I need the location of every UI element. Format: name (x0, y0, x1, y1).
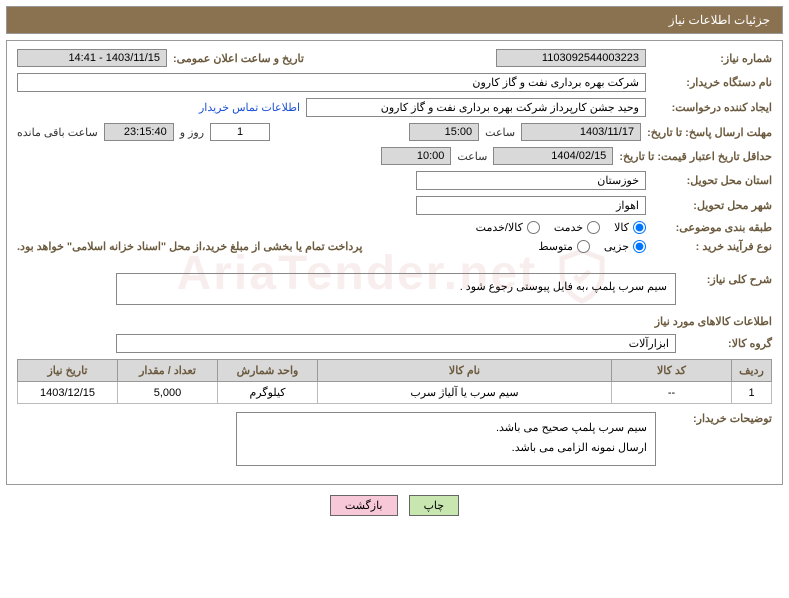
field-buyer-notes: سیم سرب پلمپ صحیح می باشد. ارسال نمونه ا… (236, 412, 656, 466)
label-province: استان محل تحویل: (652, 174, 772, 187)
radio-input[interactable] (633, 221, 646, 234)
field-announce-dt: 1403/11/15 - 14:41 (17, 49, 167, 67)
category-radio-group: کالا خدمت کالا/خدمت (476, 221, 646, 234)
field-validity-time: 10:00 (381, 147, 451, 165)
radio-option[interactable]: کالا (614, 221, 646, 234)
field-requester: وحید جشن کارپرداز شرکت بهره برداری نفت و… (306, 98, 646, 117)
label-remaining: ساعت باقی مانده (17, 126, 98, 139)
field-city: اهواز (416, 196, 646, 215)
table-cell: کیلوگرم (218, 382, 318, 404)
label-buyer-org: نام دستگاه خریدار: (652, 76, 772, 89)
table-row: 1--سیم سرب یا آلیاژ سربکیلوگرم5,0001403/… (18, 382, 772, 404)
label-day-and: روز و (180, 126, 204, 139)
table-cell: 1403/12/15 (18, 382, 118, 404)
radio-input[interactable] (587, 221, 600, 234)
label-price-validity: حداقل تاریخ اعتبار قیمت: تا تاریخ: (619, 150, 772, 163)
label-announce-dt: تاریخ و ساعت اعلان عمومی: (173, 52, 304, 65)
table-header: تعداد / مقدار (118, 360, 218, 382)
table-header: نام کالا (318, 360, 612, 382)
field-remaining-time: 23:15:40 (104, 123, 174, 141)
radio-option[interactable]: خدمت (554, 221, 600, 234)
label-hour-1: ساعت (485, 126, 515, 139)
label-category: طبقه بندی موضوعی: (652, 221, 772, 234)
label-process: نوع فرآیند خرید : (652, 240, 772, 253)
field-reply-time: 15:00 (409, 123, 479, 141)
label-goods-group: گروه کالا: (682, 337, 772, 350)
radio-label: متوسط (538, 240, 573, 253)
radio-label: کالا (614, 221, 629, 234)
table-cell: -- (612, 382, 732, 404)
table-header-row: ردیفکد کالانام کالاواحد شمارشتعداد / مقد… (18, 360, 772, 382)
label-reply-deadline: مهلت ارسال پاسخ: تا تاریخ: (647, 126, 772, 139)
process-radio-group: جزیی متوسط (538, 240, 646, 253)
table-header: واحد شمارش (218, 360, 318, 382)
field-remaining-days: 1 (210, 123, 270, 141)
buyer-contact-link[interactable]: اطلاعات تماس خریدار (199, 101, 300, 114)
radio-input[interactable] (633, 240, 646, 253)
table-cell: 1 (732, 382, 772, 404)
goods-table: ردیفکد کالانام کالاواحد شمارشتعداد / مقد… (17, 359, 772, 404)
page-title: جزئیات اطلاعات نیاز (669, 13, 770, 27)
table-cell: 5,000 (118, 382, 218, 404)
table-header: تاریخ نیاز (18, 360, 118, 382)
page-title-bar: جزئیات اطلاعات نیاز (6, 6, 783, 34)
buyer-note-line: سیم سرب پلمپ صحیح می باشد. (245, 419, 647, 439)
section-goods-info: اطلاعات کالاهای مورد نیاز (17, 315, 772, 328)
table-header: ردیف (732, 360, 772, 382)
radio-input[interactable] (577, 240, 590, 253)
field-buyer-org: شرکت بهره برداری نفت و گاز کارون (17, 73, 646, 92)
radio-option[interactable]: جزیی (604, 240, 646, 253)
details-panel: شماره نیاز: 1103092544003223 تاریخ و ساع… (6, 40, 783, 485)
buyer-note-line: ارسال نمونه الزامی می باشد. (245, 439, 647, 459)
radio-option[interactable]: متوسط (538, 240, 590, 253)
label-requester: ایجاد کننده درخواست: (652, 101, 772, 114)
field-general-desc: سیم سرب پلمپ ،به فایل پیوستی رجوع شود . (116, 273, 676, 305)
back-button[interactable]: بازگشت (330, 495, 398, 516)
field-goods-group: ابزارآلات (116, 334, 676, 353)
radio-label: جزیی (604, 240, 629, 253)
label-city: شهر محل تحویل: (652, 199, 772, 212)
field-need-no: 1103092544003223 (496, 49, 646, 67)
table-header: کد کالا (612, 360, 732, 382)
field-reply-date: 1403/11/17 (521, 123, 641, 141)
field-province: خوزستان (416, 171, 646, 190)
label-need-no: شماره نیاز: (652, 52, 772, 65)
field-validity-date: 1404/02/15 (493, 147, 613, 165)
radio-option[interactable]: کالا/خدمت (476, 221, 540, 234)
radio-label: خدمت (554, 221, 583, 234)
payment-note: پرداخت تمام یا بخشی از مبلغ خرید،از محل … (17, 240, 362, 253)
label-buyer-notes: توضیحات خریدار: (662, 412, 772, 425)
radio-input[interactable] (527, 221, 540, 234)
label-general-desc: شرح کلی نیاز: (682, 273, 772, 286)
table-cell: سیم سرب یا آلیاژ سرب (318, 382, 612, 404)
print-button[interactable]: چاپ (409, 495, 460, 516)
label-hour-2: ساعت (457, 150, 487, 163)
button-bar: چاپ بازگشت (0, 495, 789, 516)
radio-label: کالا/خدمت (476, 221, 523, 234)
